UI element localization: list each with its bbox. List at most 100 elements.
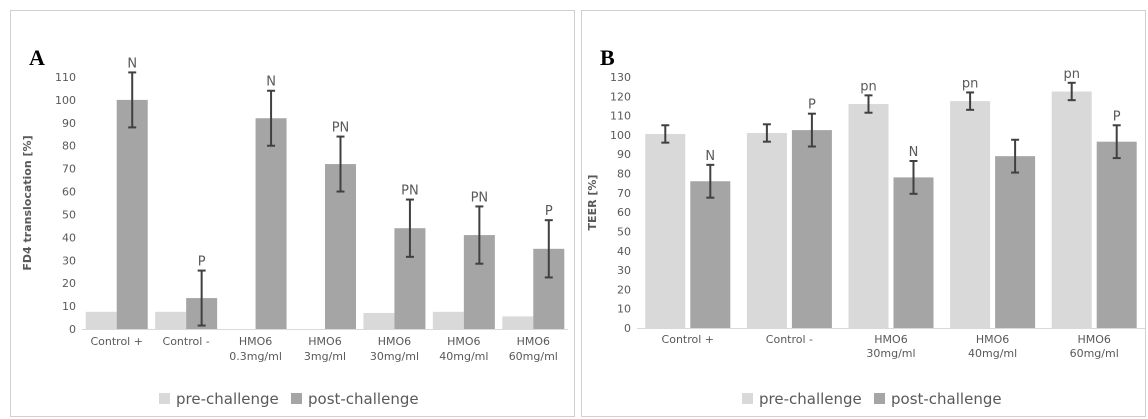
error-bar xyxy=(661,124,670,144)
error-bar xyxy=(475,205,484,265)
y-tick-label: 10 xyxy=(62,300,76,313)
post-challenge-bar xyxy=(1096,141,1137,328)
x-tick-label: HMO6 xyxy=(378,335,411,348)
y-tick-label: 80 xyxy=(62,140,76,153)
pre-challenge-bar xyxy=(645,133,686,328)
significance-label: N xyxy=(705,149,715,164)
error-bar xyxy=(197,269,206,327)
pre-challenge-bar xyxy=(432,311,464,329)
y-tick-label: 10 xyxy=(617,303,631,316)
y-tick-label: 90 xyxy=(617,148,631,161)
x-tick-label: Control - xyxy=(766,333,813,346)
legend-swatch-pre-challenge xyxy=(742,393,753,404)
y-tick-label: 70 xyxy=(617,187,631,200)
y-tick-label: 60 xyxy=(617,206,631,219)
y-tick-label: 0 xyxy=(624,322,631,335)
significance-label: P xyxy=(808,98,816,113)
pre-challenge-bar xyxy=(502,316,534,329)
y-tick-label: 130 xyxy=(610,71,631,84)
x-tick-label: HMO6 xyxy=(874,333,907,346)
x-tick-label: Control + xyxy=(662,333,714,346)
post-challenge-bar xyxy=(791,130,832,328)
error-bar xyxy=(762,123,771,143)
chart-a-svg: 0 10 20 30 40 50 60 70 80 90 100 110 FD4 translocati… xyxy=(21,56,568,408)
y-tick-label: 110 xyxy=(55,71,76,84)
pre-challenge-bar xyxy=(848,104,889,329)
post-challenge-bar xyxy=(116,99,148,329)
x-tick-label: HMO6 xyxy=(1077,333,1110,346)
pre-challenge-bar xyxy=(155,311,187,329)
panel-label-b: B xyxy=(600,45,615,70)
y-tick-label: 70 xyxy=(62,163,76,176)
y-tick-label: 40 xyxy=(617,245,631,258)
error-bar xyxy=(807,112,816,148)
legend: pre-challenge post-challenge xyxy=(742,390,1002,408)
legend-swatch-post-challenge xyxy=(291,393,302,404)
y-axis-label: TEER [%] xyxy=(586,175,599,231)
y-tick-label: 100 xyxy=(610,129,631,142)
error-bar xyxy=(909,159,918,195)
error-bar xyxy=(1067,81,1076,102)
error-bar xyxy=(864,94,873,114)
y-tick-label: 30 xyxy=(62,254,76,267)
significance-label: P xyxy=(545,204,553,219)
legend: pre-challenge post-challenge xyxy=(159,390,419,408)
significance-label: N xyxy=(909,145,919,160)
y-tick-label: 30 xyxy=(617,264,631,277)
pre-challenge-bar xyxy=(950,101,991,328)
post-challenge-bar xyxy=(893,177,934,328)
error-bar xyxy=(544,219,553,279)
y-tick-label: 0 xyxy=(69,323,76,336)
legend-label-post-challenge: post-challenge xyxy=(308,390,419,408)
y-tick-label: 110 xyxy=(610,110,631,123)
x-tick-label: 3mg/ml xyxy=(304,350,346,363)
error-bar xyxy=(128,71,137,129)
post-challenge-bar xyxy=(995,156,1036,328)
x-tick-label: HMO6 xyxy=(239,335,272,348)
y-tick-label: 20 xyxy=(617,283,631,296)
chart-panel-b: B 0 10 20 30 40 50 60 70 80 90 100 110 120 130 TEER [%… xyxy=(581,10,1146,417)
legend-swatch-pre-challenge xyxy=(159,393,170,404)
x-tick-label: Control - xyxy=(163,335,210,348)
error-bar xyxy=(336,135,345,193)
legend-label-pre-challenge: pre-challenge xyxy=(759,390,862,408)
significance-label: N xyxy=(127,56,137,71)
y-tick-label: 20 xyxy=(62,277,76,290)
legend-label-post-challenge: post-challenge xyxy=(891,390,1002,408)
x-tick-label: HMO6 xyxy=(447,335,480,348)
x-tick-label: Control + xyxy=(90,335,142,348)
x-tick-label: 60mg/ml xyxy=(509,350,558,363)
x-tick-label: HMO6 xyxy=(976,333,1009,346)
post-challenge-bar xyxy=(690,181,731,328)
y-tick-label: 120 xyxy=(610,90,631,103)
significance-label: P xyxy=(1113,109,1121,124)
y-tick-label: 50 xyxy=(617,225,631,238)
error-bar xyxy=(267,89,276,147)
post-challenge-bar xyxy=(255,118,287,330)
significance-label: pn xyxy=(1063,67,1080,82)
y-tick-label: 50 xyxy=(62,208,76,221)
x-tick-label: HMO6 xyxy=(308,335,341,348)
x-tick-label: 0.3mg/ml xyxy=(229,350,282,363)
y-tick-label: 90 xyxy=(62,117,76,130)
y-tick-label: 40 xyxy=(62,231,76,244)
significance-label: PN xyxy=(332,121,350,136)
chart-b-svg: 0 10 20 30 40 50 60 70 80 90 100 110 120 130 TEER [%] N… xyxy=(586,67,1145,408)
pre-challenge-bar xyxy=(363,312,395,329)
pre-challenge-bar xyxy=(746,132,787,328)
panel-label-a: A xyxy=(29,45,45,70)
y-tick-label: 60 xyxy=(62,186,76,199)
x-tick-label: 40mg/ml xyxy=(968,347,1017,360)
significance-label: P xyxy=(198,255,206,270)
chart-panel-a: A 0 10 20 30 40 50 60 70 80 90 100 110 FD4 transloca… xyxy=(10,10,575,417)
y-tick-label: 80 xyxy=(617,168,631,181)
significance-label: pn xyxy=(962,76,979,91)
x-tick-label: 30mg/ml xyxy=(370,350,419,363)
error-bar xyxy=(706,163,715,199)
significance-label: PN xyxy=(471,190,489,205)
error-bar xyxy=(405,198,414,258)
x-tick-label: 30mg/ml xyxy=(866,347,915,360)
legend-swatch-post-challenge xyxy=(874,393,885,404)
pre-challenge-bar xyxy=(1051,91,1092,328)
y-axis-label: FD4 translocation [%] xyxy=(21,135,34,270)
